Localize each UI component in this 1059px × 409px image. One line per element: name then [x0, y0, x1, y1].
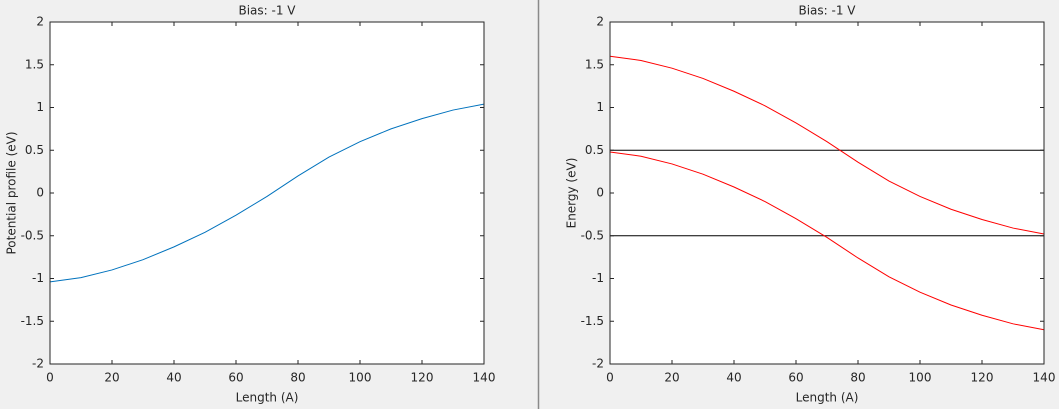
- x-axis-label: Length (A): [796, 391, 859, 405]
- y-tick-label: -2: [592, 357, 604, 371]
- y-tick-label: 0.5: [585, 143, 604, 157]
- y-tick-label: 1: [36, 100, 44, 114]
- y-tick-label: 0.5: [25, 143, 44, 157]
- y-tick-label: 1.5: [585, 57, 604, 71]
- series-line: [609, 55, 1045, 235]
- x-axis-label: Length (A): [236, 391, 299, 405]
- x-tick-label: 100: [349, 371, 372, 385]
- x-tick-label: 0: [46, 371, 54, 385]
- y-tick-label: 1: [596, 100, 604, 114]
- x-tick-label: 60: [788, 371, 803, 385]
- x-tick-label: 0: [606, 371, 614, 385]
- plot-area: [50, 22, 484, 364]
- chart-title: Bias: -1 V: [798, 4, 856, 18]
- y-tick-label: 0: [36, 186, 44, 200]
- x-tick-label: 60: [228, 371, 243, 385]
- x-tick-label: 140: [1033, 371, 1056, 385]
- series-line: [49, 103, 485, 283]
- y-tick-label: -2: [32, 357, 44, 371]
- x-tick-label: 80: [850, 371, 865, 385]
- y-tick-label: 0: [596, 186, 604, 200]
- y-tick-label: -0.5: [21, 228, 44, 242]
- y-tick-label: -1: [592, 271, 604, 285]
- y-axis-label: Energy (eV): [565, 158, 579, 229]
- series-line: [609, 151, 1045, 331]
- x-tick-label: 140: [473, 371, 496, 385]
- x-tick-label: 20: [664, 371, 679, 385]
- y-axis-label: Potential profile (eV): [5, 131, 19, 254]
- x-tick-label: 40: [166, 371, 181, 385]
- y-tick-label: -1.5: [21, 314, 44, 328]
- x-tick-label: 80: [290, 371, 305, 385]
- y-tick-label: -1: [32, 271, 44, 285]
- y-tick-label: 1.5: [25, 57, 44, 71]
- y-tick-label: 2: [596, 15, 604, 29]
- plot-area: [610, 22, 1044, 364]
- y-tick-label: -1.5: [581, 314, 604, 328]
- y-tick-label: 2: [36, 15, 44, 29]
- chart-title: Bias: -1 V: [238, 4, 296, 18]
- x-tick-label: 40: [726, 371, 741, 385]
- x-tick-label: 120: [971, 371, 994, 385]
- y-tick-label: -0.5: [581, 228, 604, 242]
- x-tick-label: 120: [411, 371, 434, 385]
- x-tick-label: 20: [104, 371, 119, 385]
- x-tick-label: 100: [909, 371, 932, 385]
